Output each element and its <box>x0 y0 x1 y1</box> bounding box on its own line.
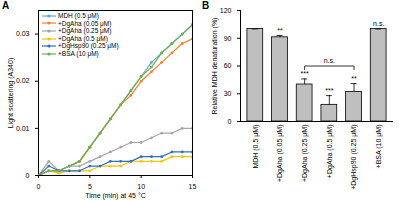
svg-text:+DgAha (0.25 μM): +DgAha (0.25 μM) <box>301 125 309 183</box>
svg-text:15: 15 <box>189 183 197 190</box>
svg-text:+DgHsp90 (0.25 μM): +DgHsp90 (0.25 μM) <box>350 125 358 190</box>
html-text:+BSA (10 μM): +BSA (10 μM) <box>58 50 99 57</box>
svg-text:n.s.: n.s. <box>373 20 384 27</box>
svg-text:***: *** <box>301 70 309 77</box>
svg-text:5: 5 <box>88 183 92 190</box>
svg-text:0: 0 <box>37 183 41 190</box>
svg-text:+BSA (10 μM): +BSA (10 μM) <box>375 125 383 169</box>
html-text:MDH (0.5 μM): MDH (0.5 μM) <box>58 12 99 19</box>
svg-text:***: *** <box>325 87 333 94</box>
html-text:+DgHsp90 (0.25 μM): +DgHsp90 (0.25 μM) <box>58 42 119 50</box>
svg-text:n.s.: n.s. <box>324 57 335 64</box>
html-text:+DgAha (0.5 μM): +DgAha (0.5 μM) <box>58 34 108 42</box>
svg-text:30: 30 <box>224 90 232 97</box>
svg-text:60: 60 <box>224 62 232 69</box>
svg-text:+DgAha (0.5 μM): +DgAha (0.5 μM) <box>326 125 334 179</box>
html-text:+DgAha (0.05 μM): +DgAha (0.05 μM) <box>58 19 112 27</box>
html-text:+DgAha (0.25 μM): +DgAha (0.25 μM) <box>58 27 112 35</box>
svg-text:+DgAha (0.05 μM): +DgAha (0.05 μM) <box>276 125 284 183</box>
svg-text:Light scattering (A340): Light scattering (A340) <box>7 58 15 128</box>
svg-text:0: 0 <box>26 172 30 179</box>
svg-text:MDH (0.5 μM): MDH (0.5 μM) <box>252 125 260 169</box>
svg-text:Time (min) at 45 °C: Time (min) at 45 °C <box>85 192 146 200</box>
html-text:A: A <box>2 0 10 11</box>
svg-text:**: ** <box>277 27 283 34</box>
svg-text:90: 90 <box>224 34 232 41</box>
html-text:B: B <box>202 0 210 11</box>
svg-text:0.01: 0.01 <box>16 125 30 132</box>
svg-text:120: 120 <box>220 7 232 14</box>
svg-text:**: ** <box>351 75 357 82</box>
svg-text:Relative MDH denaturation (%): Relative MDH denaturation (%) <box>211 18 219 115</box>
svg-text:10: 10 <box>137 183 145 190</box>
svg-text:0.02: 0.02 <box>16 77 30 84</box>
svg-text:0: 0 <box>228 118 232 125</box>
svg-text:0.03: 0.03 <box>16 30 30 37</box>
